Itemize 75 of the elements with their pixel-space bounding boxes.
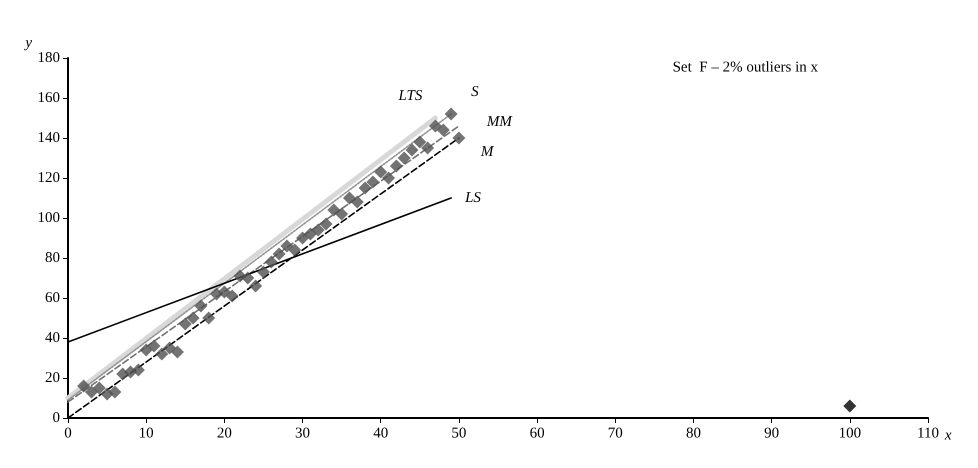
point [163, 342, 176, 354]
point [342, 192, 356, 204]
point [194, 300, 208, 312]
x-tick-label: 60 [530, 426, 545, 442]
point [296, 232, 310, 244]
point [288, 244, 302, 256]
point [374, 166, 388, 178]
y-axis-title: y [23, 35, 32, 52]
x-tick-label: 50 [451, 426, 466, 442]
point [249, 280, 262, 292]
x-axis-title: x [944, 428, 952, 444]
point [358, 182, 372, 194]
y-tick-label: 20 [45, 370, 60, 386]
x-tick-label: 70 [608, 426, 623, 442]
x-tick-label: 20 [216, 426, 232, 442]
point [256, 266, 270, 278]
point [241, 272, 254, 284]
y-tick-label: 100 [38, 210, 60, 226]
point [327, 204, 340, 216]
point [413, 136, 426, 148]
series-label: LS [464, 190, 482, 206]
x-tick-label: 110 [917, 426, 939, 442]
series-label: MM [486, 114, 514, 130]
point [436, 124, 450, 136]
x-tick-label: 80 [686, 426, 701, 442]
point [390, 160, 403, 172]
point [280, 240, 294, 252]
x-tick-label: 40 [373, 426, 388, 442]
point [350, 196, 364, 208]
x-tick-label: 100 [838, 426, 862, 442]
point [366, 176, 380, 188]
point [444, 108, 458, 120]
point [218, 286, 231, 298]
x-tick-label: 90 [764, 426, 780, 442]
point [398, 152, 411, 164]
x-tick-label: 0 [64, 426, 72, 442]
point [382, 172, 396, 184]
point [132, 364, 145, 376]
point [264, 256, 278, 268]
point [178, 318, 192, 330]
point [335, 208, 348, 220]
x-tick-label: 30 [295, 426, 310, 442]
point [148, 340, 160, 352]
series-label: S [471, 84, 480, 100]
point [155, 348, 168, 360]
point [421, 142, 434, 154]
y-tick-label: 140 [38, 130, 60, 146]
y-tick-label: 160 [38, 90, 60, 106]
point [272, 248, 286, 260]
point [226, 290, 239, 302]
point [843, 400, 856, 412]
point [92, 382, 106, 394]
point [312, 224, 325, 236]
point [108, 386, 122, 398]
point [140, 344, 153, 356]
y-tick-label: 0 [52, 410, 60, 426]
annotation: Set F – 2% outliers in x [672, 60, 818, 76]
y-tick-label: 60 [45, 290, 60, 306]
point [406, 144, 418, 156]
y-tick-label: 120 [38, 170, 60, 186]
point [320, 218, 332, 230]
y-tick-label: 40 [45, 330, 60, 346]
y-tick-label: 180 [38, 50, 60, 66]
point [428, 120, 442, 132]
point [84, 386, 98, 398]
series-label: M [480, 144, 495, 160]
point [77, 380, 90, 392]
y-tick-label: 80 [45, 250, 60, 266]
point [186, 312, 200, 324]
x-tick-label: 10 [138, 426, 154, 442]
series-label: LTS [397, 88, 423, 104]
point [304, 228, 317, 240]
point [202, 312, 216, 324]
point [170, 346, 184, 358]
point [452, 132, 466, 144]
